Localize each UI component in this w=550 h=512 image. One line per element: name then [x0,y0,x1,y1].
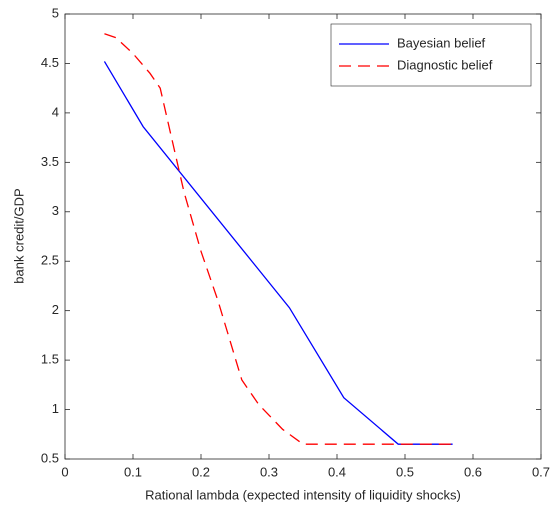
y-tick-label: 1.5 [41,352,59,367]
x-tick-label: 0.4 [328,464,346,479]
x-tick-label: 0.2 [192,464,210,479]
legend-label: Diagnostic belief [397,57,493,72]
y-tick-label: 0.5 [41,450,59,465]
x-tick-label: 0 [61,464,68,479]
y-tick-label: 4 [52,104,59,119]
legend-box [330,23,532,87]
y-axis-label: bank credit/GDP [11,188,26,283]
x-tick-label: 0.5 [396,464,414,479]
x-tick-label: 0.3 [260,464,278,479]
y-tick-label: 4.5 [41,55,59,70]
y-tick-label: 3 [52,203,59,218]
plot-area [64,13,542,460]
x-axis-label: Rational lambda (expected intensity of l… [145,487,461,502]
y-tick-label: 1 [52,401,59,416]
y-tick-label: 2 [52,302,59,317]
x-tick-label: 0.7 [532,464,550,479]
y-tick-label: 5 [52,5,59,20]
y-tick-label: 2.5 [41,253,59,268]
x-tick-label: 0.6 [464,464,482,479]
legend-label: Bayesian belief [397,35,486,50]
x-tick-label: 0.1 [124,464,142,479]
line-series [104,33,453,445]
y-tick-label: 3.5 [41,154,59,169]
